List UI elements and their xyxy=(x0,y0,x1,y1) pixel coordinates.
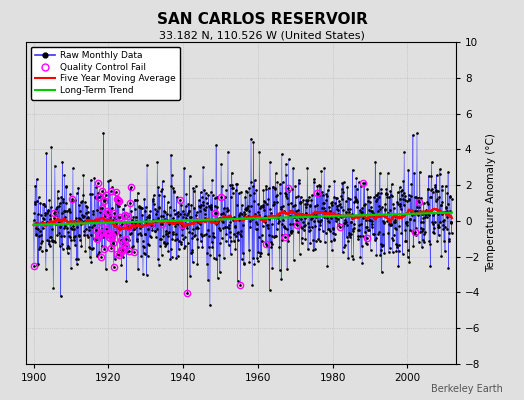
Text: 33.182 N, 110.526 W (United States): 33.182 N, 110.526 W (United States) xyxy=(159,30,365,40)
Text: Berkeley Earth: Berkeley Earth xyxy=(431,384,503,394)
Legend: Raw Monthly Data, Quality Control Fail, Five Year Moving Average, Long-Term Tren: Raw Monthly Data, Quality Control Fail, … xyxy=(31,46,180,100)
Y-axis label: Temperature Anomaly (°C): Temperature Anomaly (°C) xyxy=(486,134,496,272)
Text: SAN CARLOS RESERVOIR: SAN CARLOS RESERVOIR xyxy=(157,12,367,27)
